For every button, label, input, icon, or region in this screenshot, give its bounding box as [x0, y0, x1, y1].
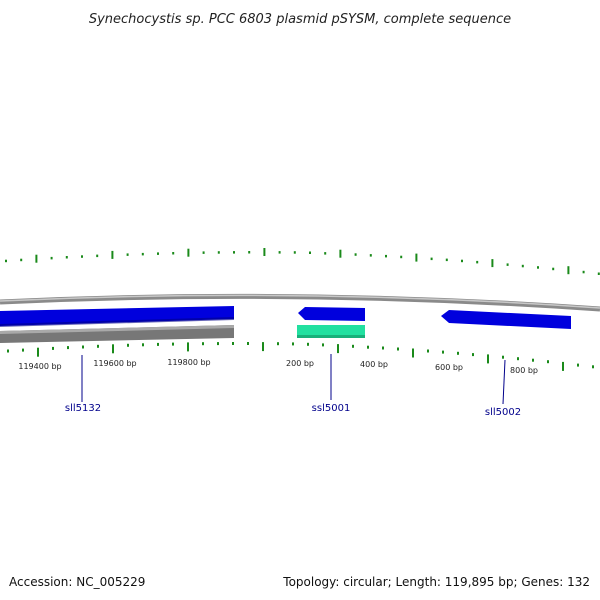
tick-label-800: 800 bp: [510, 366, 538, 375]
feature-sll5132-shade: [0, 317, 234, 327]
feature-ssl5001-small-shade: [297, 335, 365, 338]
gene-label-sll5132[interactable]: sll5132: [65, 403, 101, 414]
feature-sll5002[interactable]: [441, 310, 571, 329]
feature-sll5132[interactable]: [0, 306, 234, 326]
feature-track-grey-highlight: [0, 325, 234, 334]
outer-tick-ring: [5, 248, 600, 275]
topology-summary: Topology: circular; Length: 119,895 bp; …: [283, 575, 590, 589]
tick-label-119800: 119800 bp: [167, 358, 210, 367]
feature-ssl5001[interactable]: [298, 307, 365, 321]
gene-label-sll5002[interactable]: sll5002: [485, 407, 521, 418]
gene-leader-sll5002: [502, 359, 506, 405]
map-title: Synechocystis sp. PCC 6803 plasmid pSYSM…: [89, 12, 511, 27]
tick-label-119600: 119600 bp: [93, 359, 136, 368]
accession-text: Accession: NC_005229: [9, 575, 146, 589]
tick-label-600: 600 bp: [435, 363, 463, 372]
gene-label-ssl5001[interactable]: ssl5001: [312, 403, 351, 414]
tick-label-119400: 119400 bp: [18, 362, 61, 371]
feature-ssl5001-small[interactable]: [297, 325, 365, 338]
plasmid-backbone-highlight: [0, 294, 600, 309]
tick-label-200: 200 bp: [286, 359, 314, 368]
inner-tick-ring: [7, 342, 594, 371]
tick-label-400: 400 bp: [360, 360, 388, 369]
plasmid-backbone: [0, 293, 600, 312]
